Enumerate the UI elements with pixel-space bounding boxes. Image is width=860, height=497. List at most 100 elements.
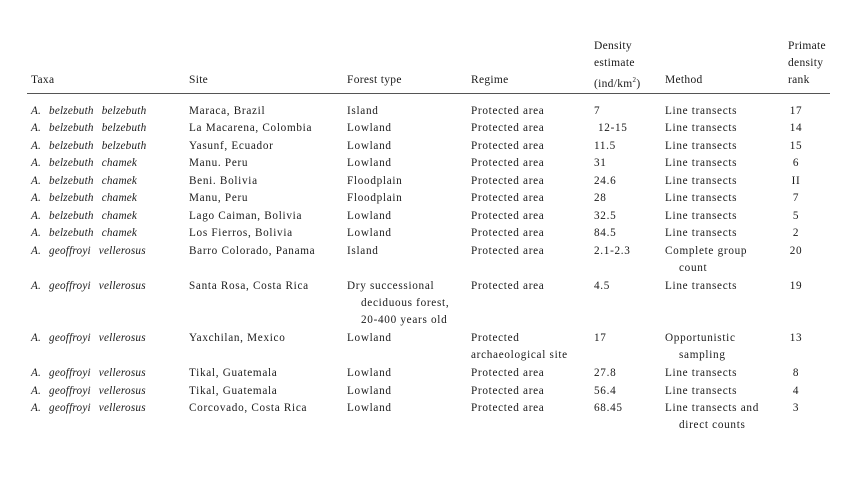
cell-forest-type: Lowland xyxy=(347,332,392,344)
cell-density: 32.5 xyxy=(594,210,617,222)
cell-rank: 4 xyxy=(792,385,800,397)
cell-site: Santa Rosa, Costa Rica xyxy=(189,280,309,292)
cell-site: Los Fierros, Bolivia xyxy=(189,227,293,239)
cell-site: Maraca, Brazil xyxy=(189,105,266,117)
cell-taxa: A. belzebuth chamek xyxy=(31,157,138,169)
header-method: Method xyxy=(665,74,703,86)
cell-site: Yasunf, Ecuador xyxy=(189,140,274,152)
cell-taxa: A. belzebuth belzebuth xyxy=(31,105,147,117)
cell-regime: Protected area xyxy=(471,140,545,152)
cell-density: 31 xyxy=(594,157,607,169)
header-density-unit-close: ) xyxy=(636,77,641,90)
cell-site: Yaxchilan, Mexico xyxy=(189,332,286,344)
cell-regime: Protected area xyxy=(471,192,545,204)
cell-rank: II xyxy=(791,175,801,187)
header-density-line1: Density xyxy=(594,40,632,52)
cell-site: Manu, Peru xyxy=(189,192,249,204)
cell-density: 12-15 xyxy=(598,122,628,134)
cell-taxa: A. geoffroyi vellerosus xyxy=(31,280,146,292)
cell-method: direct counts xyxy=(679,419,746,431)
cell-rank: 8 xyxy=(792,367,800,379)
cell-site: Manu. Peru xyxy=(189,157,249,169)
cell-rank: 2 xyxy=(792,227,800,239)
cell-regime: Protected area xyxy=(471,210,545,222)
cell-method: Line transects xyxy=(665,192,738,204)
cell-taxa: A. geoffroyi vellerosus xyxy=(31,245,146,257)
cell-density: 56.4 xyxy=(594,385,617,397)
cell-rank: 6 xyxy=(792,157,800,169)
header-density: Density estimate (ind/km2) xyxy=(594,38,640,93)
cell-forest-type: Island xyxy=(347,245,379,257)
cell-method: sampling xyxy=(679,349,726,361)
cell-method: Line transects xyxy=(665,175,738,187)
header-rank: Primate density rank xyxy=(788,38,826,89)
cell-regime: Protected area xyxy=(471,280,545,292)
cell-forest-type: Lowland xyxy=(347,227,392,239)
cell-rank: 5 xyxy=(792,210,800,222)
header-rank-line3: rank xyxy=(788,74,810,86)
cell-density: 24.6 xyxy=(594,175,617,187)
cell-forest-type: Lowland xyxy=(347,385,392,397)
header-forest-type: Forest type xyxy=(347,74,402,86)
header-density-line2: estimate xyxy=(594,57,635,69)
cell-regime: Protected area xyxy=(471,367,545,379)
header-density-unit: (ind/km xyxy=(594,77,633,90)
cell-rank: 3 xyxy=(792,402,800,414)
cell-taxa: A. belzebuth belzebuth xyxy=(31,122,147,134)
cell-regime: Protected area xyxy=(471,385,545,397)
cell-method: Line transects xyxy=(665,157,738,169)
cell-taxa: A. belzebuth chamek xyxy=(31,175,138,187)
header-rank-line1: Primate xyxy=(788,40,826,52)
cell-taxa: A. belzebuth belzebuth xyxy=(31,140,147,152)
cell-density: 28 xyxy=(594,192,607,204)
cell-site: Corcovado, Costa Rica xyxy=(189,402,308,414)
cell-taxa: A. belzebuth chamek xyxy=(31,227,138,239)
cell-method: Line transects xyxy=(665,122,738,134)
cell-forest-type: Lowland xyxy=(347,157,392,169)
cell-density: 4.5 xyxy=(594,280,611,292)
cell-forest-type: Lowland xyxy=(347,402,392,414)
cell-forest-type: Island xyxy=(347,105,379,117)
cell-method: Opportunistic xyxy=(665,332,736,344)
cell-regime: Protected area xyxy=(471,245,545,257)
cell-method: Line transects xyxy=(665,210,738,222)
cell-forest-type: 20-400 years old xyxy=(361,314,448,326)
cell-regime: Protected area xyxy=(471,157,545,169)
cell-density: 27.8 xyxy=(594,367,617,379)
cell-density: 11.5 xyxy=(594,140,616,152)
cell-forest-type: Lowland xyxy=(347,140,392,152)
cell-rank: 15 xyxy=(789,140,803,152)
cell-density: 17 xyxy=(594,332,607,344)
cell-regime: Protected area xyxy=(471,227,545,239)
cell-rank: 20 xyxy=(789,245,803,257)
cell-method: Line transects xyxy=(665,227,738,239)
header-rule xyxy=(27,93,830,94)
cell-rank: 7 xyxy=(792,192,800,204)
cell-density: 68.45 xyxy=(594,402,623,414)
cell-density: 2.1-2.3 xyxy=(594,245,631,257)
cell-method: count xyxy=(679,262,708,274)
cell-regime: Protected xyxy=(471,332,520,344)
cell-method: Line transects xyxy=(665,385,738,397)
header-taxa: Taxa xyxy=(31,74,55,86)
header-rank-line2: density xyxy=(788,57,824,69)
header-regime: Regime xyxy=(471,74,509,86)
cell-rank: 14 xyxy=(789,122,803,134)
cell-method: Line transects xyxy=(665,140,738,152)
cell-forest-type: Lowland xyxy=(347,122,392,134)
cell-density: 7 xyxy=(594,105,601,117)
cell-method: Complete group xyxy=(665,245,748,257)
cell-method: Line transects and xyxy=(665,402,759,414)
cell-taxa: A. belzebuth chamek xyxy=(31,210,138,222)
cell-forest-type: Floodplain xyxy=(347,192,403,204)
cell-method: Line transects xyxy=(665,105,738,117)
cell-forest-type: deciduous forest, xyxy=(361,297,450,309)
cell-regime: Protected area xyxy=(471,122,545,134)
cell-forest-type: Floodplain xyxy=(347,175,403,187)
cell-forest-type: Lowland xyxy=(347,367,392,379)
cell-taxa: A. geoffroyi vellerosus xyxy=(31,402,146,414)
cell-site: La Macarena, Colombia xyxy=(189,122,313,134)
cell-taxa: A. geoffroyi vellerosus xyxy=(31,385,146,397)
cell-density: 84.5 xyxy=(594,227,617,239)
